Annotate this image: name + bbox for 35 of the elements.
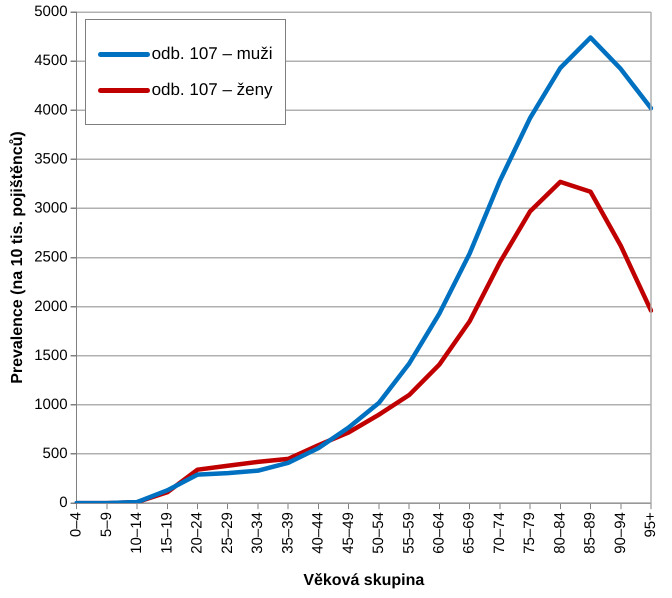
x-axis-title: Věková skupina bbox=[303, 572, 424, 589]
x-tick-label: 70–74 bbox=[490, 512, 508, 554]
x-tick-label: 5–9 bbox=[98, 512, 115, 538]
y-tick-label: 4000 bbox=[34, 101, 68, 118]
y-tick-label: 4500 bbox=[34, 52, 68, 70]
y-tick-label: 3000 bbox=[34, 200, 68, 217]
x-tick-label: 90–94 bbox=[612, 512, 629, 554]
x-tick-label: 35–39 bbox=[279, 512, 296, 554]
x-tick-label: 50–54 bbox=[370, 512, 388, 554]
legend-label: odb. 107 – muži bbox=[152, 44, 273, 64]
x-tick-label: 95+ bbox=[642, 512, 660, 538]
y-tick-label: 1500 bbox=[34, 346, 68, 364]
x-tick-label: 60–64 bbox=[430, 512, 448, 554]
x-tick-label: 20–24 bbox=[188, 512, 206, 554]
y-tick-label: 1000 bbox=[34, 396, 68, 414]
x-tick-label: 85–89 bbox=[582, 512, 599, 554]
y-tick-label: 5000 bbox=[34, 3, 68, 20]
x-tick-label: 80–84 bbox=[551, 512, 568, 554]
x-tick-label: 15–19 bbox=[158, 512, 176, 554]
x-tick-label: 45–49 bbox=[340, 512, 357, 554]
y-axis-title: Prevalence (na 10 tis. pojištěnců) bbox=[9, 131, 26, 384]
x-tick-label: 65–69 bbox=[460, 512, 478, 554]
x-tick-label: 40–44 bbox=[310, 512, 327, 554]
y-tick-label: 2000 bbox=[34, 298, 68, 315]
y-tick-label: 3500 bbox=[34, 150, 68, 168]
y-tick-label: 0 bbox=[59, 494, 68, 512]
x-tick-label: 0–4 bbox=[68, 512, 85, 538]
legend-label: odb. 107 – ženy bbox=[152, 80, 273, 100]
x-tick-label: 75–79 bbox=[521, 512, 538, 554]
y-tick-label: 500 bbox=[42, 445, 68, 462]
x-tick-label: 10–14 bbox=[128, 512, 146, 554]
x-tick-label: 30–34 bbox=[249, 512, 266, 554]
x-tick-label: 55–59 bbox=[400, 512, 418, 554]
x-tick-label: 25–29 bbox=[218, 512, 236, 554]
y-tick-label: 2500 bbox=[34, 248, 68, 266]
